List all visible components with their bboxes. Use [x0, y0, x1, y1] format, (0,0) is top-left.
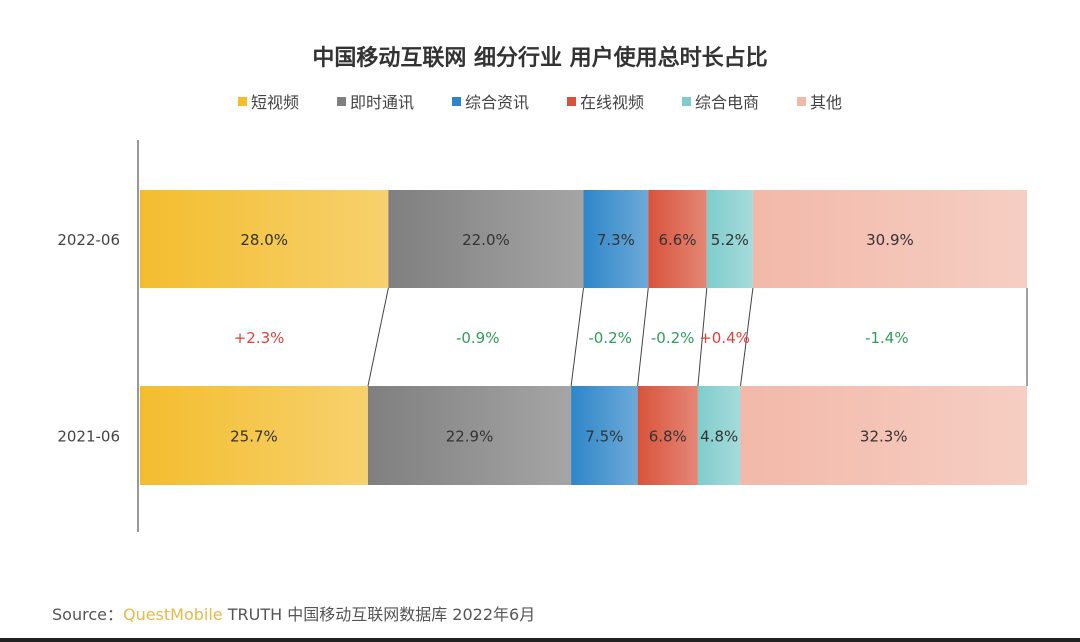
bar-segment: [388, 190, 584, 288]
bar-segment: [648, 190, 707, 288]
change-label: -0.9%: [456, 329, 500, 347]
legend-label: 其他: [810, 93, 843, 112]
legend-item: 在线视频: [567, 89, 644, 113]
connector-line: [697, 287, 708, 387]
legend-label: 综合资讯: [464, 93, 529, 112]
data-label: 25.7%: [230, 428, 278, 446]
legend-item: 综合资讯: [451, 89, 529, 113]
legend: 短视频 即时通讯 综合资讯 在线视频 综合电商 其他: [0, 89, 1080, 113]
data-label: 7.3%: [597, 231, 635, 249]
change-label: -0.2%: [588, 329, 632, 347]
data-label: 22.9%: [446, 428, 494, 446]
data-label: 6.6%: [658, 231, 696, 249]
bar-segment: [637, 386, 698, 485]
legend-swatch: [797, 96, 807, 106]
legend-item: 短视频: [237, 89, 299, 113]
data-label: 32.3%: [860, 428, 908, 446]
legend-label: 综合电商: [695, 93, 760, 112]
bar-segment: [740, 386, 1027, 485]
connector-line: [367, 287, 389, 387]
data-label: 30.9%: [866, 231, 914, 249]
legend-swatch: [237, 96, 247, 106]
legend-swatch: [451, 96, 461, 106]
change-label: +0.4%: [699, 329, 750, 347]
change-label: -1.4%: [865, 329, 909, 347]
source-prefix: Source：: [52, 605, 123, 624]
legend-swatch: [682, 96, 692, 106]
data-label: 22.0%: [462, 231, 510, 249]
source-brand: QuestMobile: [122, 605, 223, 624]
data-label: 4.8%: [700, 428, 738, 446]
legend-swatch: [336, 96, 346, 106]
legend-label: 即时通讯: [349, 93, 414, 112]
category-label: 2022-06: [57, 231, 120, 249]
change-label: -0.2%: [651, 329, 695, 347]
source-text: TRUTH 中国移动互联网数据库 2022年6月: [222, 605, 536, 624]
data-label: 7.5%: [585, 428, 623, 446]
bar-segment: [706, 190, 753, 288]
bar-segment: [571, 386, 638, 485]
legend-label: 在线视频: [580, 93, 645, 112]
legend-item: 其他: [797, 89, 842, 113]
chart-title: 中国移动互联网 细分行业 用户使用总时长占比: [312, 46, 768, 71]
legend-item: 即时通讯: [336, 89, 414, 113]
data-label: 6.8%: [649, 428, 687, 446]
bar-segment: [367, 386, 572, 485]
legend-label: 短视频: [250, 93, 299, 112]
bar-segment: [583, 190, 649, 288]
legend-item: 综合电商: [682, 89, 759, 113]
bar-segment: [140, 190, 389, 288]
bar-segment: [752, 190, 1027, 288]
connector-line: [740, 287, 754, 387]
change-label: +2.3%: [234, 329, 285, 347]
category-label: 2021-06: [57, 428, 120, 446]
data-label: 28.0%: [240, 231, 288, 249]
bar-segment: [697, 386, 741, 485]
data-label: 5.2%: [711, 231, 749, 249]
connector-line: [570, 287, 584, 387]
source-note: Source：QuestMobile TRUTH 中国移动互联网数据库 2022…: [52, 601, 535, 625]
bottom-border: [0, 638, 1080, 642]
connector-line: [637, 287, 649, 387]
legend-swatch: [567, 96, 576, 106]
bar-segment: [140, 386, 368, 485]
